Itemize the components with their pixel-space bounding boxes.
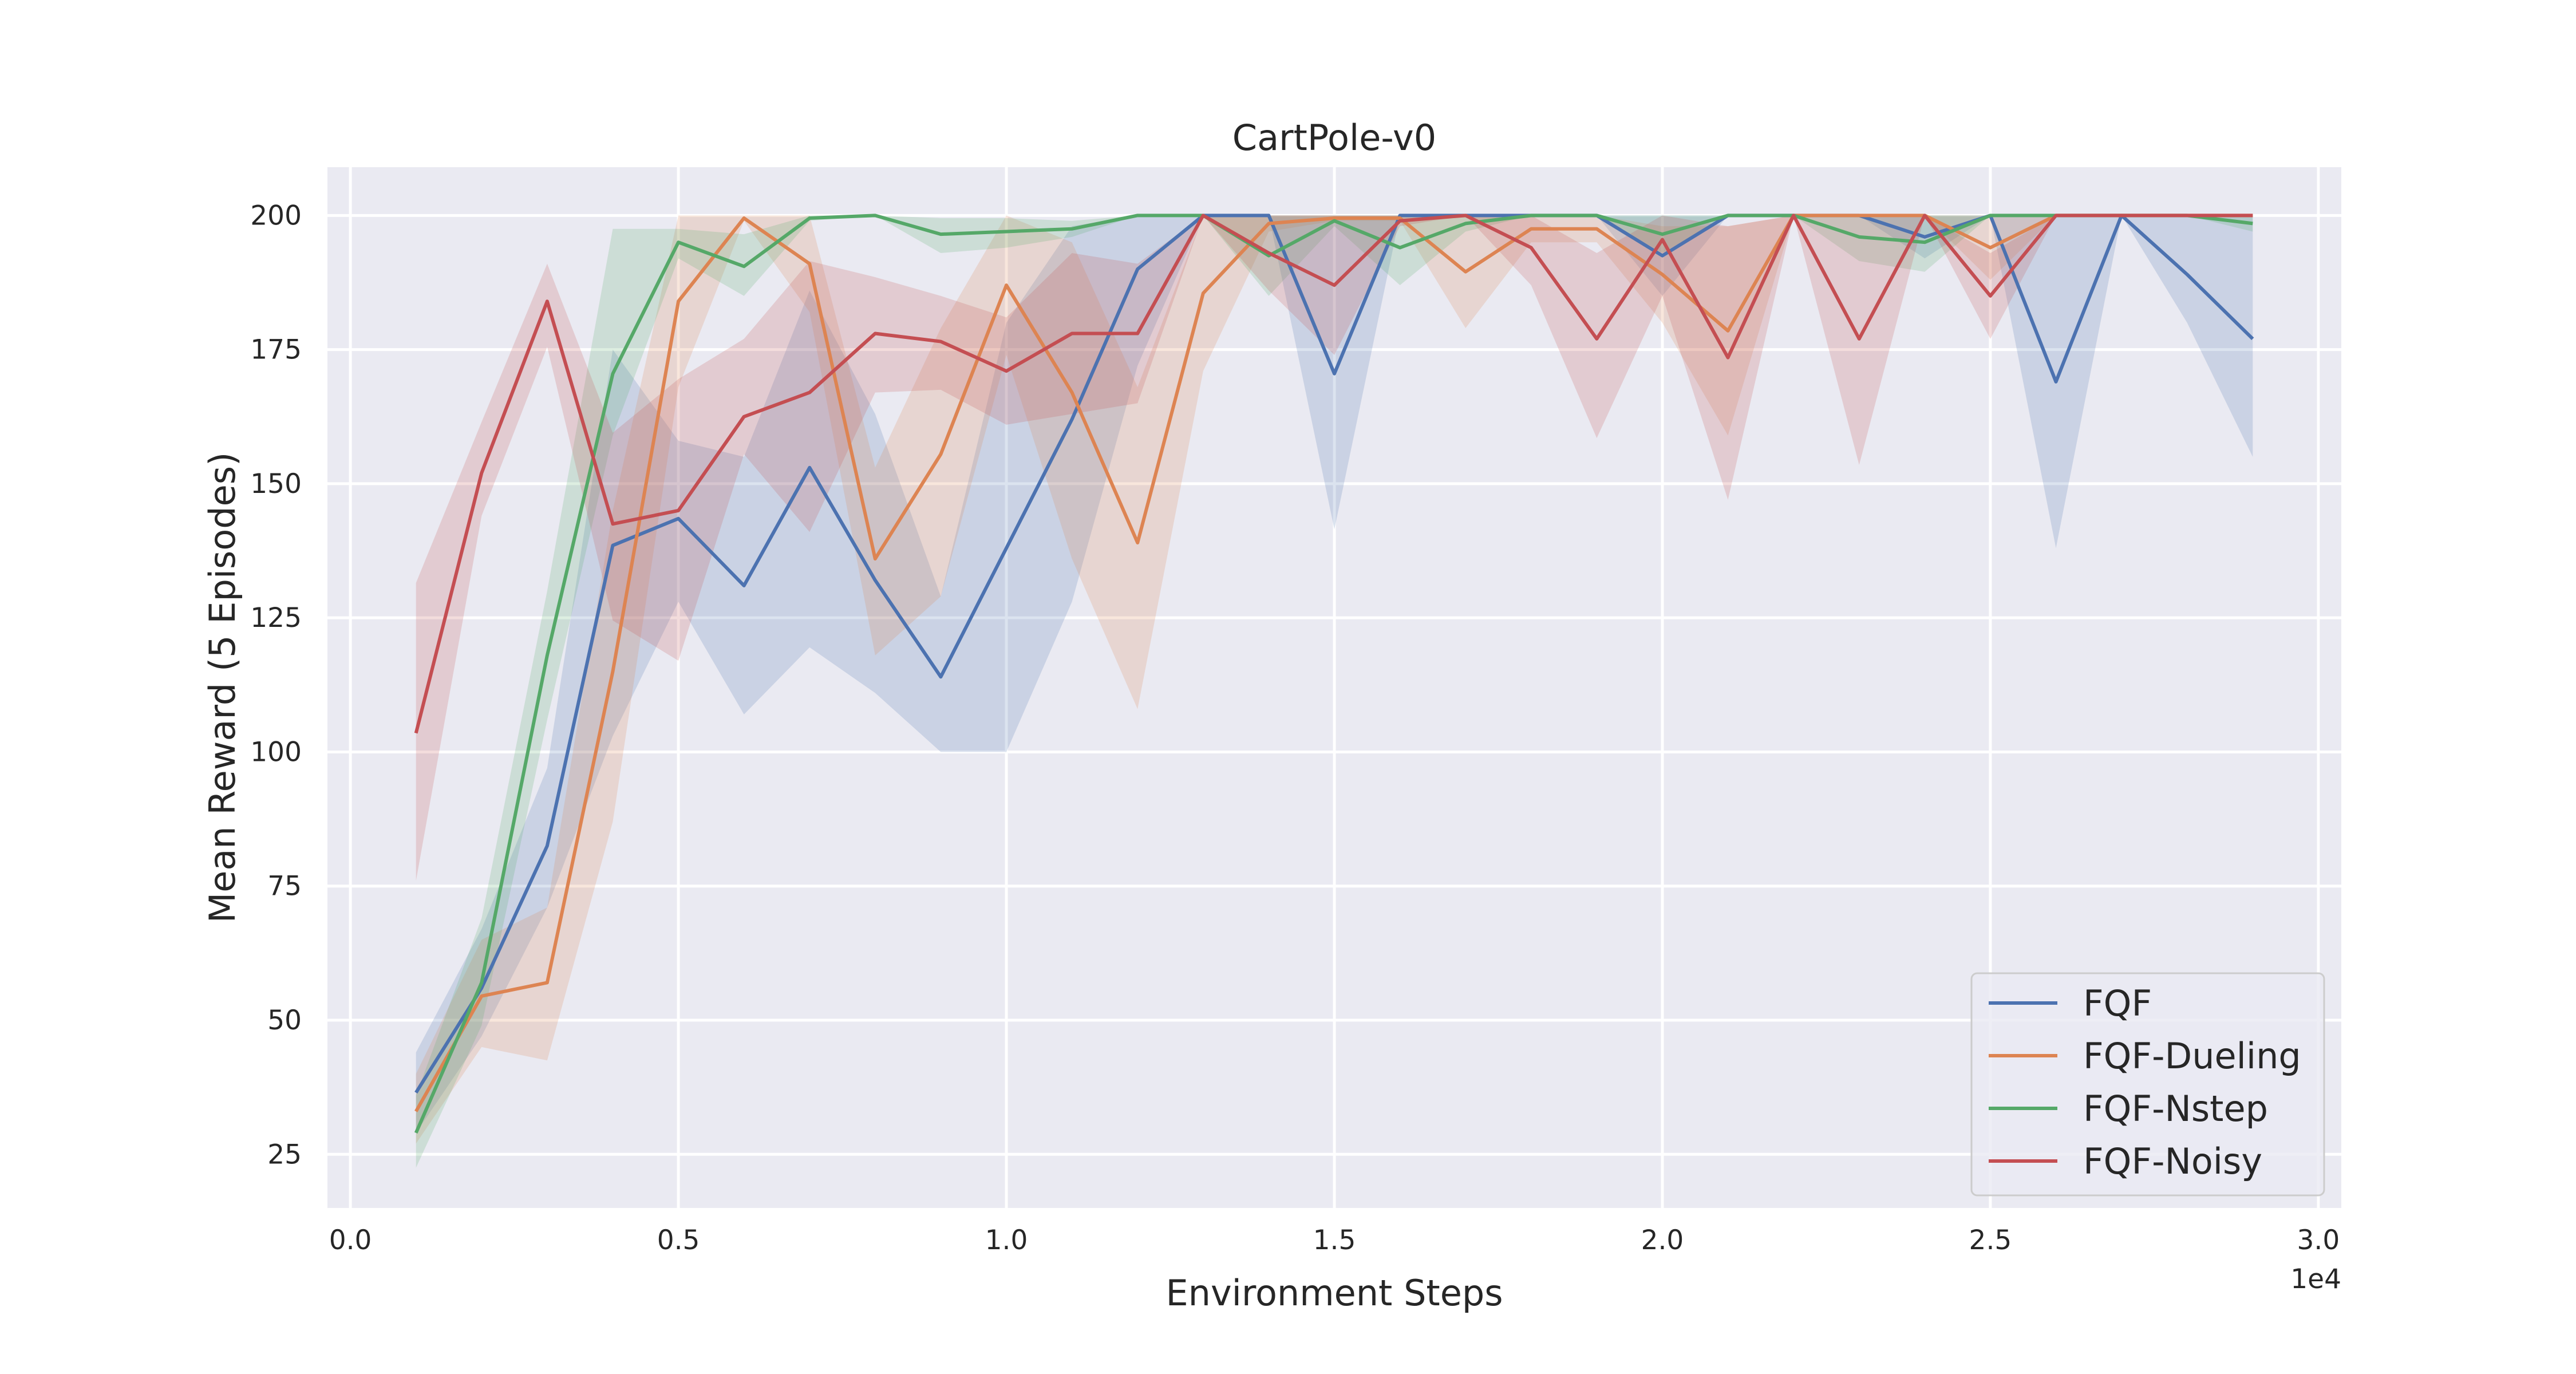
fqf-nstep-line [414, 214, 2253, 1134]
legend-label-fqf: FQF [2083, 982, 2152, 1024]
x-tick-label: 0.5 [657, 1225, 700, 1256]
series-lines [414, 214, 2254, 1134]
chart-title: CartPole-v0 [1232, 117, 1436, 159]
y-tick-label: 75 [267, 871, 302, 902]
fqf-nstep-band [416, 215, 2253, 1168]
y-tick-label: 100 [250, 736, 302, 768]
x-axis-offset-label: 1e4 [2290, 1264, 2341, 1295]
y-tick-label: 175 [250, 334, 302, 366]
y-axis-label: Mean Reward (5 Episodes) [202, 452, 243, 923]
legend-label-fqf-dueling: FQF-Dueling [2083, 1035, 2301, 1077]
x-tick-label: 0.0 [329, 1225, 372, 1256]
fqf-dueling-line [414, 214, 2253, 1112]
confidence-bands [416, 215, 2253, 1168]
y-tick-label: 125 [250, 602, 302, 634]
x-tick-label: 2.5 [1969, 1225, 2012, 1256]
x-tick-label: 1.0 [985, 1225, 1028, 1256]
legend-label-fqf-noisy: FQF-Noisy [2083, 1140, 2262, 1182]
fqf-noisy-band [416, 215, 2253, 881]
grid-layer [327, 167, 2341, 1208]
legend-label-fqf-nstep: FQF-Nstep [2083, 1088, 2268, 1130]
y-tick-label: 25 [267, 1139, 302, 1170]
y-tick-label: 50 [267, 1005, 302, 1036]
legend-frame [1970, 972, 2325, 1197]
x-tick-label: 2.0 [1641, 1225, 1684, 1256]
fqf-noisy-line [414, 214, 2253, 734]
fqf-line [414, 214, 2254, 1094]
tick-labels: 0.0 0.5 1.0 1.5 2.0 2.5 3.0 25 50 75 100 125 150 175 2… [250, 200, 2340, 1256]
x-axis-label: Environment Steps [1165, 1272, 1503, 1314]
y-tick-label: 200 [250, 200, 302, 231]
y-tick-label: 150 [250, 468, 302, 500]
fqf-band [416, 215, 2253, 1133]
legend: FQF FQF-Dueling FQF-Nstep FQF-Noisy [1970, 972, 2325, 1197]
x-tick-label: 3.0 [2297, 1225, 2340, 1256]
x-tick-label: 1.5 [1313, 1225, 1356, 1256]
